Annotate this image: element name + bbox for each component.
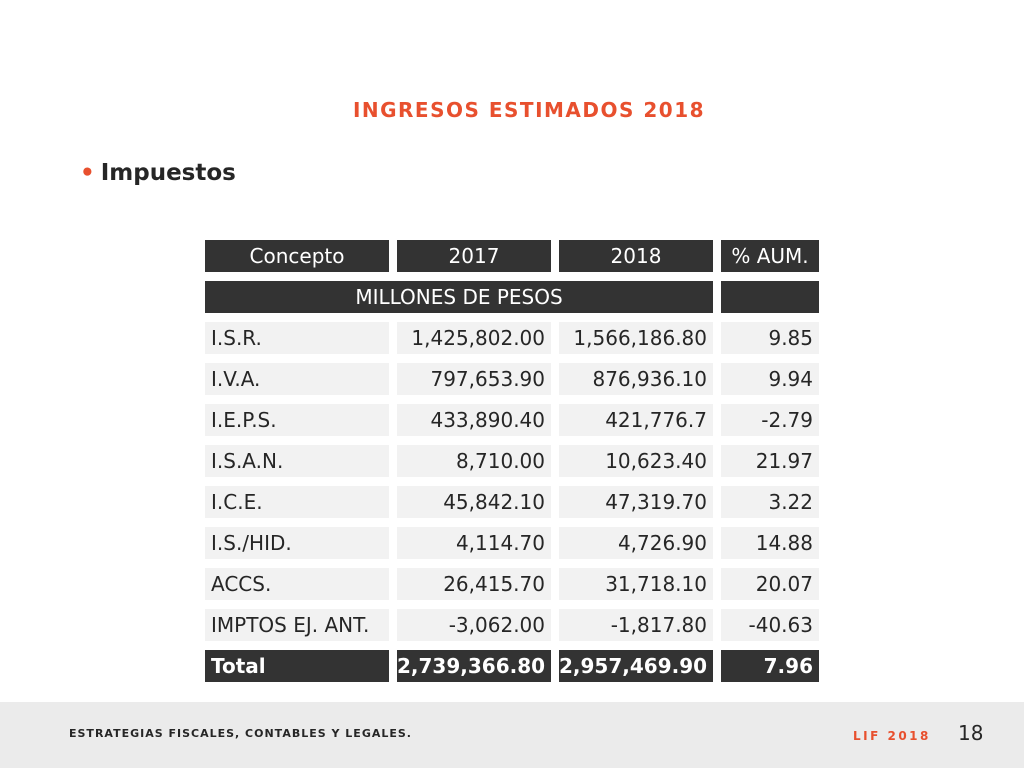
table-cell-2017: 8,710.00 [397, 445, 551, 477]
table-cell-2017: 797,653.90 [397, 363, 551, 395]
table-cell-concepto: IMPTOS EJ. ANT. [205, 609, 389, 641]
table-cell-concepto: ACCS. [205, 568, 389, 600]
table-cell-2017: -3,062.00 [397, 609, 551, 641]
header-2017: 2017 [397, 240, 551, 272]
table-cell-2018: 10,623.40 [559, 445, 713, 477]
total-label: Total [205, 650, 389, 682]
table-cell-concepto: I.V.A. [205, 363, 389, 395]
total-2018: 2,957,469.90 [559, 650, 713, 682]
table-cell-2018: -1,817.80 [559, 609, 713, 641]
slide-title: INGRESOS ESTIMADOS 2018 [352, 98, 706, 122]
table-cell-aum: -40.63 [721, 609, 819, 641]
table-cell-concepto: I.S.A.N. [205, 445, 389, 477]
table-cell-2018: 47,319.70 [559, 486, 713, 518]
table-cell-2018: 1,566,186.80 [559, 322, 713, 354]
table-cell-aum: 20.07 [721, 568, 819, 600]
bullet-item: • Impuestos [80, 160, 236, 186]
table-cell-aum: 21.97 [721, 445, 819, 477]
table-cell-aum: 9.94 [721, 363, 819, 395]
unit-label: MILLONES DE PESOS [205, 281, 713, 313]
footer-bar: ESTRATEGIAS FISCALES, CONTABLES Y LEGALE… [0, 702, 1024, 768]
table-cell-2017: 1,425,802.00 [397, 322, 551, 354]
table-cell-2018: 421,776.7 [559, 404, 713, 436]
footer-document-tag: LIF 2018 [853, 729, 931, 743]
bullet-text: Impuestos [100, 160, 236, 186]
table-cell-2017: 4,114.70 [397, 527, 551, 559]
bullet-icon: • [80, 160, 95, 186]
total-aum: 7.96 [721, 650, 819, 682]
header-aum: % AUM. [721, 240, 819, 272]
table-cell-concepto: I.E.P.S. [205, 404, 389, 436]
table-cell-aum: -2.79 [721, 404, 819, 436]
unit-label-blank [721, 281, 819, 313]
table-cell-concepto: I.C.E. [205, 486, 389, 518]
header-concepto: Concepto [205, 240, 389, 272]
footer-company-text: ESTRATEGIAS FISCALES, CONTABLES Y LEGALE… [69, 727, 412, 740]
table-cell-aum: 9.85 [721, 322, 819, 354]
table-cell-aum: 3.22 [721, 486, 819, 518]
table-cell-aum: 14.88 [721, 527, 819, 559]
header-2018: 2018 [559, 240, 713, 272]
table-cell-2017: 433,890.40 [397, 404, 551, 436]
page-number: 18 [958, 721, 984, 745]
table-cell-concepto: I.S.R. [205, 322, 389, 354]
table-cell-2018: 4,726.90 [559, 527, 713, 559]
table-cell-2017: 26,415.70 [397, 568, 551, 600]
table-cell-2017: 45,842.10 [397, 486, 551, 518]
table-cell-2018: 31,718.10 [559, 568, 713, 600]
table-cell-2018: 876,936.10 [559, 363, 713, 395]
total-2017: 2,739,366.80 [397, 650, 551, 682]
table-cell-concepto: I.S./HID. [205, 527, 389, 559]
